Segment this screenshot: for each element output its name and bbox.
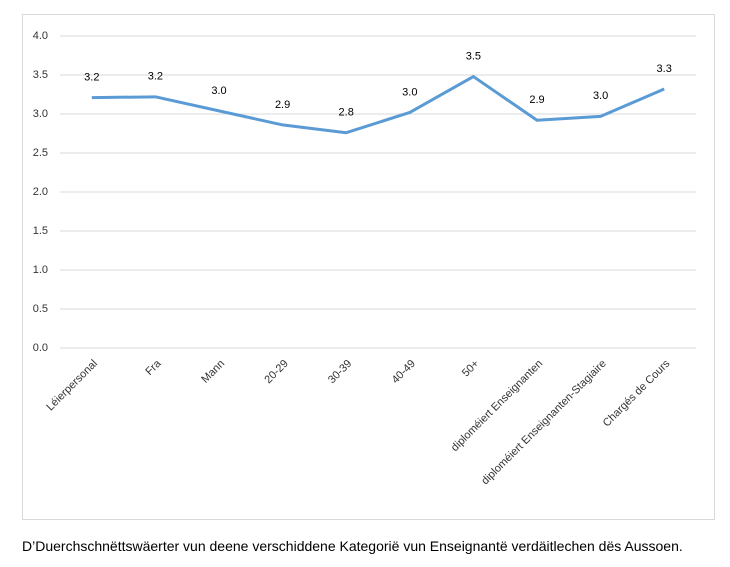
y-tick-label: 0.5: [33, 303, 48, 315]
chart-border: [22, 14, 715, 520]
caption: D’Duerchschnëttswäerter vun deene versch…: [22, 538, 683, 554]
data-label: 3.3: [657, 63, 672, 75]
y-tick-label: 3.5: [33, 69, 48, 81]
y-tick-label: 1.5: [33, 225, 48, 237]
y-tick-label: 0.0: [33, 342, 48, 354]
data-label: 2.8: [339, 107, 354, 119]
data-label: 3.5: [466, 50, 481, 62]
data-label: 2.9: [529, 94, 544, 106]
data-line: [91, 75, 665, 135]
y-tick-label: 1.0: [33, 264, 48, 276]
y-tick-label: 2.5: [33, 147, 48, 159]
y-tick-label: 4.0: [33, 30, 48, 42]
data-label: 3.0: [211, 85, 226, 97]
data-label: 2.9: [275, 99, 290, 111]
data-label: 3.0: [593, 90, 608, 102]
y-tick-label: 2.0: [33, 186, 48, 198]
data-label: 3.0: [402, 86, 417, 98]
data-label: 3.2: [148, 71, 163, 83]
chart: 0.00.51.01.52.02.53.03.54.0Léierpersonal…: [22, 14, 715, 520]
data-label: 3.2: [84, 72, 99, 84]
y-tick-label: 3.0: [33, 108, 48, 120]
